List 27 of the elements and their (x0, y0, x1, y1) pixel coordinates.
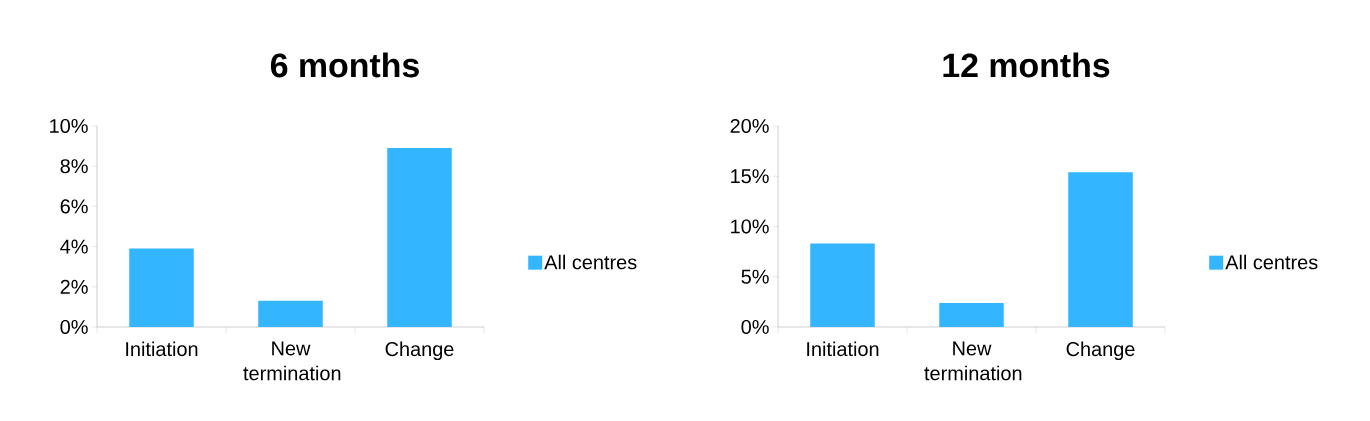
bar (129, 248, 194, 327)
chart-title: 12 months (943, 52, 1110, 78)
x-tick-label: Initiation (807, 341, 879, 357)
x-tick-label: New termination (924, 341, 1022, 381)
y-tick-label: 2% (60, 279, 88, 294)
legend-label: All centres (544, 254, 637, 270)
x-tick-label: Change (1066, 341, 1135, 361)
bar (387, 148, 452, 327)
y-tick-label: 15% (731, 169, 769, 184)
legend-label: All centres (1225, 254, 1318, 270)
y-tick-label: 4% (60, 239, 88, 254)
bar (1068, 172, 1133, 327)
y-tick-label: 8% (60, 159, 88, 174)
bar (810, 243, 875, 327)
x-tick-label: Change (385, 341, 454, 361)
y-tick-label: 0% (60, 319, 88, 335)
chart-title: 6 months (270, 52, 419, 78)
bar (258, 300, 323, 327)
y-tick-label: 0% (741, 319, 769, 335)
y-tick-label: 6% (60, 199, 88, 214)
y-tick-label: 5% (741, 269, 769, 284)
x-tick-label: Initiation (126, 341, 198, 357)
y-tick-label: 10% (50, 118, 88, 134)
y-tick-label: 20% (730, 118, 769, 134)
bar (939, 302, 1004, 327)
y-tick-label: 10% (731, 219, 769, 234)
x-tick-label: New termination (243, 341, 341, 381)
